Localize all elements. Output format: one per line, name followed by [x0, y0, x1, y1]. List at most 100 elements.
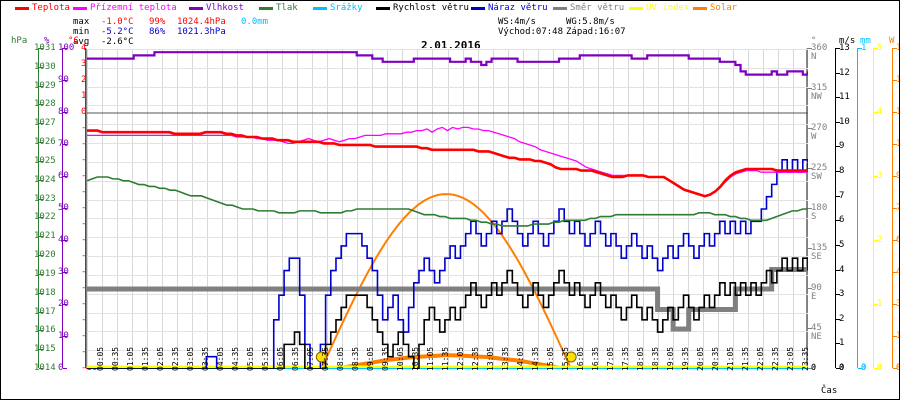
- stat-max-label: max: [73, 17, 90, 27]
- axis-label-w-450: 450: [896, 268, 899, 277]
- stat-min-label: min: [73, 27, 90, 37]
- axis-tick: [836, 195, 840, 197]
- axis-unit-degc: °C: [68, 36, 79, 46]
- axis-tick: [808, 48, 812, 49]
- legend-item-sm-r-v-tru: Směr větru: [553, 1, 624, 15]
- axis-label-dir-135: 135: [811, 243, 828, 253]
- axis-tick: [63, 80, 67, 81]
- axis-tick: [39, 142, 43, 144]
- axis-label-ms-11: 11: [839, 92, 850, 103]
- axis-label-ms-8: 8: [839, 166, 845, 177]
- axis-tick: [893, 240, 897, 241]
- axis-tick: [39, 66, 43, 68]
- axis-tick: [808, 328, 812, 329]
- legend-item-tlak: Tlak: [259, 1, 298, 15]
- axis-unit-w: W: [889, 36, 895, 46]
- x-axis-label-0805: 08:05: [335, 346, 345, 371]
- x-axis-label-1435: 14:35: [531, 346, 541, 371]
- axis-tick: [893, 304, 897, 305]
- legend-swatch-icon: [376, 6, 390, 10]
- axis-label-ms-9: 9: [839, 141, 845, 152]
- axis-label-ms-7: 7: [839, 190, 845, 201]
- axis-tick: [39, 217, 43, 219]
- x-axis-label-1105: 11:05: [425, 346, 435, 371]
- axis-label-ms-6: 6: [839, 215, 845, 226]
- temperature-line: [87, 129, 808, 198]
- stat-avg-label: avg: [73, 37, 90, 47]
- legend: Teplota Přízemní teplota Vlhkost Tlak Srážky…: [1, 1, 899, 15]
- x-axis-label-0705: 07:05: [305, 346, 315, 371]
- axis-label-mm-0: 0: [861, 363, 867, 373]
- stat-wind-gust: WG:5.8m/s: [566, 17, 615, 27]
- humidity-line: [87, 51, 808, 76]
- axis-label-ms-10: 10: [839, 116, 850, 127]
- axis-label-dir-45: 45: [811, 323, 822, 333]
- stat-max-hum: 99%: [149, 17, 166, 27]
- axis-tick: [874, 48, 878, 49]
- x-axis-label-1505: 15:05: [546, 346, 556, 371]
- axis-wind-speed: [835, 48, 836, 368]
- legend-label: UV index: [646, 2, 690, 13]
- axis-zero-label: 0: [861, 363, 866, 372]
- axis-tick: [63, 304, 67, 305]
- axis-tick: [874, 240, 878, 241]
- axis-tick: [858, 368, 862, 369]
- legend-item-uv-index: UV index: [629, 1, 689, 15]
- x-axis-label-1605: 16:05: [576, 346, 586, 371]
- axis-label-compass-N: N: [811, 52, 817, 62]
- x-axis-label-2005: 20:05: [696, 346, 706, 371]
- axis-label-compass-SE: SE: [811, 252, 822, 262]
- legend-swatch-icon: [553, 6, 567, 10]
- axis-label-w-300: 300: [896, 300, 899, 309]
- axis-tick: [808, 208, 812, 209]
- x-axis-label-0605: 06:05: [275, 346, 285, 371]
- axis-temperature: [85, 48, 86, 368]
- axis-tick: [858, 48, 862, 49]
- legend-label: Srážky: [330, 2, 363, 13]
- sunrise-marker: [315, 351, 327, 363]
- axis-tick: [63, 368, 67, 369]
- ground-temperature-line: [87, 126, 808, 197]
- axis-tick: [39, 292, 43, 294]
- axis-label-uv-3: 3: [877, 171, 883, 181]
- x-axis-label-1235: 12:35: [471, 346, 481, 371]
- axis-tick: [836, 220, 840, 222]
- axis-tick: [893, 208, 897, 209]
- axis-tick: [63, 272, 67, 273]
- axis-tick: [836, 146, 840, 148]
- axis-label-dir-270: 270: [811, 123, 828, 133]
- axis-label-dir-315: 315: [811, 83, 828, 93]
- legend-label: Přízemní teplota: [90, 2, 177, 13]
- stat-avg-temp: -2.6°C: [101, 37, 134, 47]
- stat-min-hum: 86%: [149, 27, 166, 37]
- axis-tick: [39, 349, 43, 351]
- axis-label-dir-360: 360: [811, 43, 828, 53]
- axis-tick: [39, 85, 43, 87]
- axis-label-dir-0: 0: [811, 363, 817, 373]
- axis-tick: [39, 236, 43, 238]
- axis-zero-label: 0: [839, 363, 844, 372]
- axis-tick: [63, 112, 67, 113]
- legend-label: Teplota: [32, 2, 70, 13]
- axis-tick: [836, 294, 840, 296]
- axis-label-ms-5: 5: [839, 239, 845, 250]
- x-axis-label-2205: 22:05: [756, 346, 766, 371]
- axis-tick: [39, 311, 43, 313]
- axis-tick: [836, 318, 840, 320]
- axis-label-uv-1: 1: [877, 299, 883, 309]
- axis-tick: [39, 123, 43, 125]
- axis-label-w-750: 750: [896, 204, 899, 213]
- x-axis-label-1305: 13:05: [486, 346, 496, 371]
- axis-tick: [874, 368, 878, 369]
- legend-item-p-zemn-teplota: Přízemní teplota: [73, 1, 177, 15]
- axis-tick: [836, 343, 840, 345]
- axis-label-mm-1: 1: [861, 43, 867, 53]
- axis-label-ms-12: 12: [839, 67, 850, 78]
- axis-tick: [39, 198, 43, 200]
- axis-zero-label: 0: [811, 363, 816, 372]
- axis-label-dir-90: 90: [811, 283, 822, 293]
- x-axis-label-0535: 05:35: [260, 346, 270, 371]
- x-axis-label-1535: 15:35: [561, 346, 571, 371]
- x-axis-label-1135: 11:35: [440, 346, 450, 371]
